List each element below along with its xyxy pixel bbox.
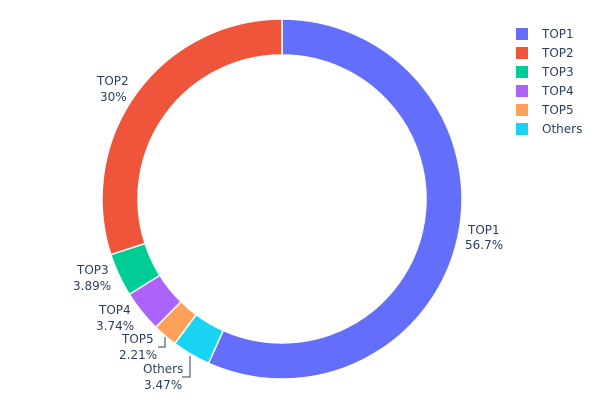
legend-swatch bbox=[516, 85, 528, 97]
legend: TOP1 TOP2 TOP3 TOP4 TOP5 Others bbox=[516, 27, 582, 136]
legend-item-top2[interactable]: TOP2 bbox=[516, 46, 574, 60]
label-top1-pct: 56.7% bbox=[465, 238, 503, 252]
label-top5-pct: 2.21% bbox=[119, 348, 157, 362]
legend-label: Others bbox=[542, 122, 582, 136]
slices bbox=[101, 18, 463, 380]
label-others-name: Others bbox=[143, 362, 183, 376]
leader-line-others bbox=[182, 356, 191, 378]
legend-label: TOP5 bbox=[541, 103, 574, 117]
label-top2: TOP2 30% bbox=[96, 74, 129, 104]
label-others-pct: 3.47% bbox=[144, 378, 182, 392]
legend-swatch bbox=[516, 123, 528, 135]
label-top5-name: TOP5 bbox=[121, 332, 154, 346]
label-top5: TOP5 2.21% bbox=[119, 332, 157, 362]
label-top2-pct: 30% bbox=[100, 90, 127, 104]
legend-swatch bbox=[516, 104, 528, 116]
legend-label: TOP3 bbox=[541, 65, 574, 79]
legend-item-top1[interactable]: TOP1 bbox=[516, 27, 574, 41]
legend-label: TOP1 bbox=[541, 27, 574, 41]
label-top3: TOP3 3.89% bbox=[73, 263, 111, 293]
label-top3-name: TOP3 bbox=[76, 263, 109, 277]
legend-item-top4[interactable]: TOP4 bbox=[516, 84, 574, 98]
legend-swatch bbox=[516, 66, 528, 78]
legend-item-top5[interactable]: TOP5 bbox=[516, 103, 574, 117]
legend-swatch bbox=[516, 28, 528, 40]
legend-label: TOP2 bbox=[541, 46, 574, 60]
slice-top1[interactable] bbox=[207, 18, 463, 380]
legend-item-top3[interactable]: TOP3 bbox=[516, 65, 574, 79]
label-top4-pct: 3.74% bbox=[96, 319, 134, 333]
legend-item-others[interactable]: Others bbox=[516, 122, 582, 136]
label-top1-name: TOP1 bbox=[467, 223, 500, 237]
label-top2-name: TOP2 bbox=[96, 74, 129, 88]
leader-line-top5 bbox=[158, 337, 166, 348]
label-top3-pct: 3.89% bbox=[73, 279, 111, 293]
slice-top2[interactable] bbox=[101, 18, 283, 256]
legend-swatch bbox=[516, 47, 528, 59]
legend-label: TOP4 bbox=[541, 84, 574, 98]
label-top4: TOP4 3.74% bbox=[96, 303, 134, 333]
label-others: Others 3.47% bbox=[143, 362, 183, 392]
label-top4-name: TOP4 bbox=[98, 303, 131, 317]
